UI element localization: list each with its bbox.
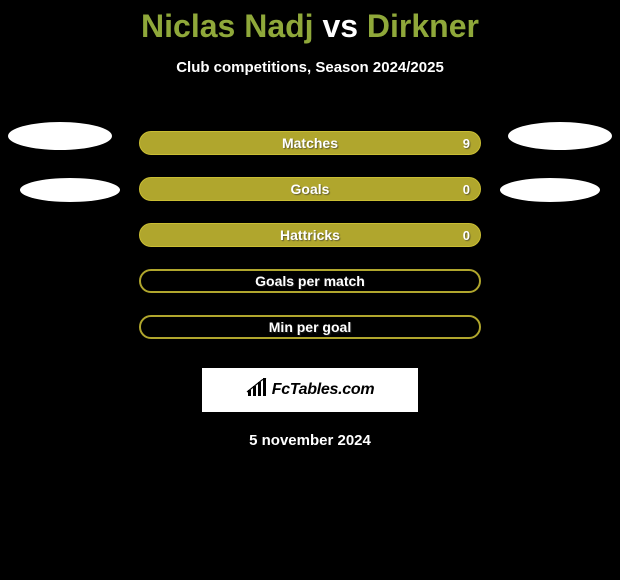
stat-label: Hattricks <box>140 227 480 243</box>
date-text: 5 november 2024 <box>0 432 620 449</box>
stat-row: Min per goal <box>0 304 620 350</box>
stat-value-right: 0 <box>463 228 470 243</box>
title-player1: Niclas Nadj <box>141 8 314 44</box>
stat-row: Goals0 <box>0 166 620 212</box>
bar-chart-icon <box>246 378 268 403</box>
brand-text: FcTables.com <box>272 381 375 399</box>
stat-bar: Goals per match <box>139 269 481 293</box>
stat-bar: Min per goal <box>139 315 481 339</box>
stat-row: Goals per match <box>0 258 620 304</box>
stat-label: Min per goal <box>141 319 479 335</box>
stat-label: Goals <box>140 181 480 197</box>
brand-box: FcTables.com <box>202 368 418 412</box>
stat-bar: Hattricks0 <box>139 223 481 247</box>
title-vs: vs <box>322 8 358 44</box>
title-player2: Dirkner <box>367 8 479 44</box>
page-title: Niclas Nadj vs Dirkner <box>0 0 620 45</box>
stats-container: Matches9Goals0Hattricks0Goals per matchM… <box>0 120 620 350</box>
stat-row: Matches9 <box>0 120 620 166</box>
stat-bar: Matches9 <box>139 131 481 155</box>
stat-label: Matches <box>140 135 480 151</box>
stat-value-right: 0 <box>463 182 470 197</box>
stat-label: Goals per match <box>141 273 479 289</box>
stat-value-right: 9 <box>463 136 470 151</box>
subtitle: Club competitions, Season 2024/2025 <box>0 59 620 76</box>
stat-row: Hattricks0 <box>0 212 620 258</box>
stat-bar: Goals0 <box>139 177 481 201</box>
